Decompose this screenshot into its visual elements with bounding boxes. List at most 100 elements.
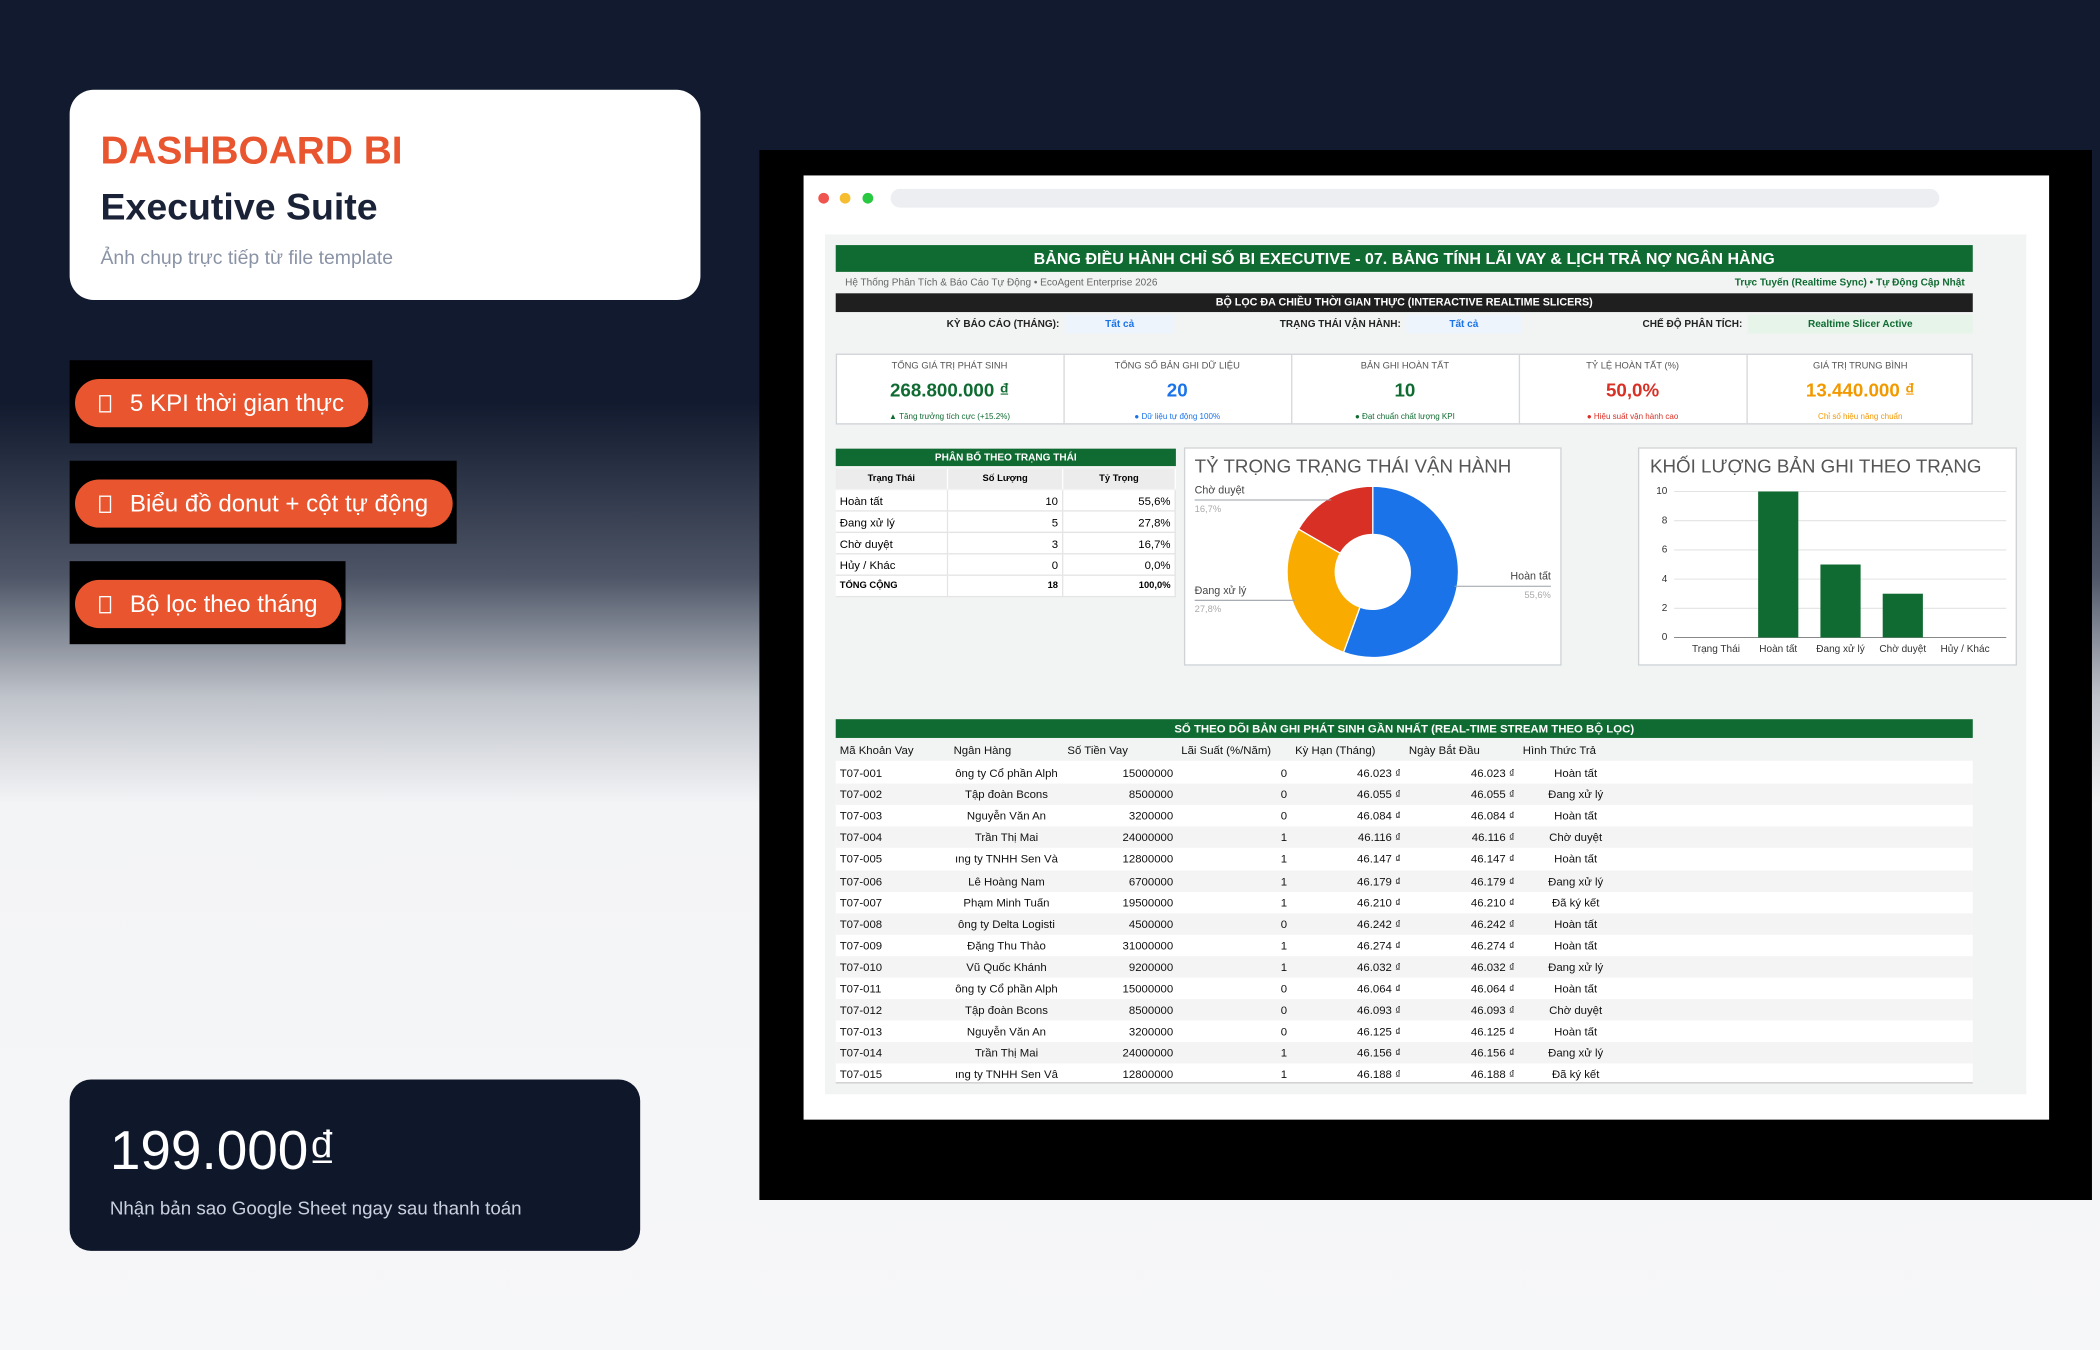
table-header: Ngân Hàng	[953, 743, 1012, 757]
table-cell: 1	[1280, 938, 1288, 952]
table-cell: 46.242 ₫	[1470, 916, 1515, 931]
table-cell: 3200000	[1128, 809, 1174, 823]
bar	[1820, 564, 1861, 638]
table-cell: T07-011	[839, 981, 882, 996]
table-header: Tỷ Trọng	[1063, 468, 1176, 489]
kpi-note: ● Hiệu suất vận hành cao	[1586, 413, 1679, 422]
table-cell: 1	[1280, 873, 1288, 888]
table-cell: 0	[1280, 809, 1288, 823]
feature-item: 5 KPI thời gian thực	[69, 360, 373, 444]
kpi-note: ● Đạt chuẩn chất lượng KPI	[1354, 413, 1455, 422]
kpi-divider	[1063, 353, 1065, 425]
feature-text: Biểu đồ donut + cột tự động	[129, 489, 429, 517]
table-cell: 46.147 ₫	[1357, 852, 1401, 866]
kpi-label: GIÁ TRỊ TRUNG BÌNH	[1813, 361, 1908, 371]
window-dot	[862, 192, 874, 204]
table-header: Lãi Suất (%/Năm)	[1181, 743, 1272, 757]
row-stripe	[835, 869, 1973, 892]
bar-chart: KHỐI LƯỢNG BẢN GHI THEO TRẠNG 0 2 4 6 8 10 Trạ…	[1650, 455, 2007, 655]
table-cell: 8500000	[1128, 1003, 1174, 1017]
table-cell: 46.032 ₫	[1357, 960, 1401, 974]
y-tick-label: 4	[1662, 574, 1668, 585]
y-tick-label: 0	[1662, 632, 1668, 643]
table-cell: 1	[1280, 1046, 1288, 1060]
table-cell: Hoàn tất	[1554, 938, 1598, 952]
row-stripe	[835, 1042, 1973, 1064]
table-cell: 46.242 ₫	[1357, 916, 1401, 931]
table-cell: 55,6%	[1063, 490, 1176, 512]
slice-value-label: 16,7%	[1195, 504, 1222, 514]
bar	[1882, 593, 1923, 638]
table-header: Số Tiền Vay	[1067, 743, 1128, 757]
row-stripe	[835, 826, 1973, 849]
table-cell: 24000000	[1122, 1046, 1174, 1060]
table-header: Trạng Thái	[835, 468, 949, 489]
table-cell: 4500000	[1128, 916, 1174, 931]
table-cell: ông ty Delta Logisti	[958, 916, 1055, 931]
table-cell: 46.055 ₫	[1470, 787, 1515, 802]
table-cell: 0	[948, 554, 1064, 576]
filter-label: KỲ BÁO CÁO (THÁNG):	[946, 317, 1060, 330]
table-cell: ông ty Cổ phần Alph	[955, 766, 1058, 780]
table-cell: 46.032 ₫	[1470, 960, 1515, 974]
table-cell: 1	[1280, 1067, 1288, 1082]
x-tick-label: Hủy / Khác	[1941, 643, 1990, 655]
table-cell: Hoàn tất	[835, 490, 949, 512]
table-cell: 16,7%	[1063, 533, 1176, 555]
window-dot	[818, 192, 830, 204]
feature-icon	[99, 595, 112, 613]
slice-value-label: 27,8%	[1195, 604, 1222, 614]
kpi-divider	[1518, 353, 1521, 425]
table-cell: T07-007	[839, 895, 883, 909]
table-cell: ıng ty TNHH Sen Và	[954, 852, 1058, 866]
table-cell: Tập đoàn Bcons	[965, 1003, 1048, 1017]
row-stripe	[835, 956, 1973, 978]
x-tick-label: Trạng Thái	[1692, 644, 1740, 655]
table-cell: Đang xử lý	[1548, 787, 1604, 802]
table-cell: 0	[1280, 916, 1288, 931]
y-tick-label: 6	[1662, 545, 1668, 556]
y-tick-label: 8	[1662, 515, 1668, 526]
window-dot	[839, 192, 851, 204]
x-tick-label: Chờ duyệt	[1879, 644, 1926, 655]
table-cell: ông ty Cổ phần Alph	[955, 981, 1058, 996]
promo-card: DASHBOARD BI Executive Suite Ảnh chụp tr…	[69, 89, 701, 301]
table-cell: 12800000	[1122, 852, 1174, 866]
feature-text: Bộ lọc theo tháng	[129, 589, 318, 617]
table-header: Kỳ Hạn (Tháng)	[1295, 743, 1376, 757]
table-cell: ıng ty TNHH Sen Vâ	[954, 1067, 1058, 1082]
table-cell: 3	[948, 533, 1064, 555]
table-cell: 46.210 ₫	[1470, 895, 1515, 909]
table-cell: 46.147 ₫	[1470, 852, 1515, 866]
kpi-label: TỔNG GIÁ TRỊ PHÁT SINH	[891, 361, 1008, 371]
table-cell: T07-010	[839, 960, 883, 974]
table-cell: 46.188 ₫	[1470, 1067, 1515, 1082]
table-cell: 6700000	[1128, 873, 1174, 888]
table-cell: TỔNG CỘNG	[835, 575, 949, 598]
kpi-label: BẢN GHI HOÀN TẤT	[1360, 361, 1450, 371]
table-cell: Đang xử lý	[1548, 1046, 1604, 1060]
kpi-label: TỶ LỆ HOÀN TẤT (%)	[1586, 361, 1680, 371]
table-cell: Hoàn tất	[1554, 766, 1598, 780]
table-cell: 100,0%	[1063, 575, 1176, 598]
promo-title: DASHBOARD BI	[100, 129, 403, 173]
table-cell: 5	[948, 511, 1064, 534]
table-cell: T07-002	[839, 787, 883, 802]
table-header: Hình Thức Trả	[1522, 743, 1596, 757]
table-cell: Lê Hoàng Nam	[968, 873, 1045, 888]
table-cell: Đặng Thu Thảo	[967, 938, 1046, 952]
donut-slice	[1297, 485, 1374, 555]
table-cell: Hủy / Khác	[835, 554, 949, 576]
kpi-value: 50,0%	[1605, 379, 1660, 401]
table-cell: 46.064 ₫	[1357, 981, 1401, 996]
table-cell: 1	[1280, 960, 1288, 974]
table-cell: Chờ duyệt	[835, 533, 949, 555]
table-cell: Chờ duyệt	[1549, 830, 1603, 845]
kpi-note: Chỉ số hiệu năng chuẩn	[1818, 413, 1903, 422]
table-cell: 1	[1280, 852, 1288, 866]
price-note: Nhận bản sao Google Sheet ngay sau thanh…	[109, 1197, 522, 1219]
table-cell: 46.116 ₫	[1357, 830, 1401, 845]
row-stripe	[835, 912, 1973, 935]
chart-title: KHỐI LƯỢNG BẢN GHI THEO TRẠNG	[1650, 455, 1981, 476]
